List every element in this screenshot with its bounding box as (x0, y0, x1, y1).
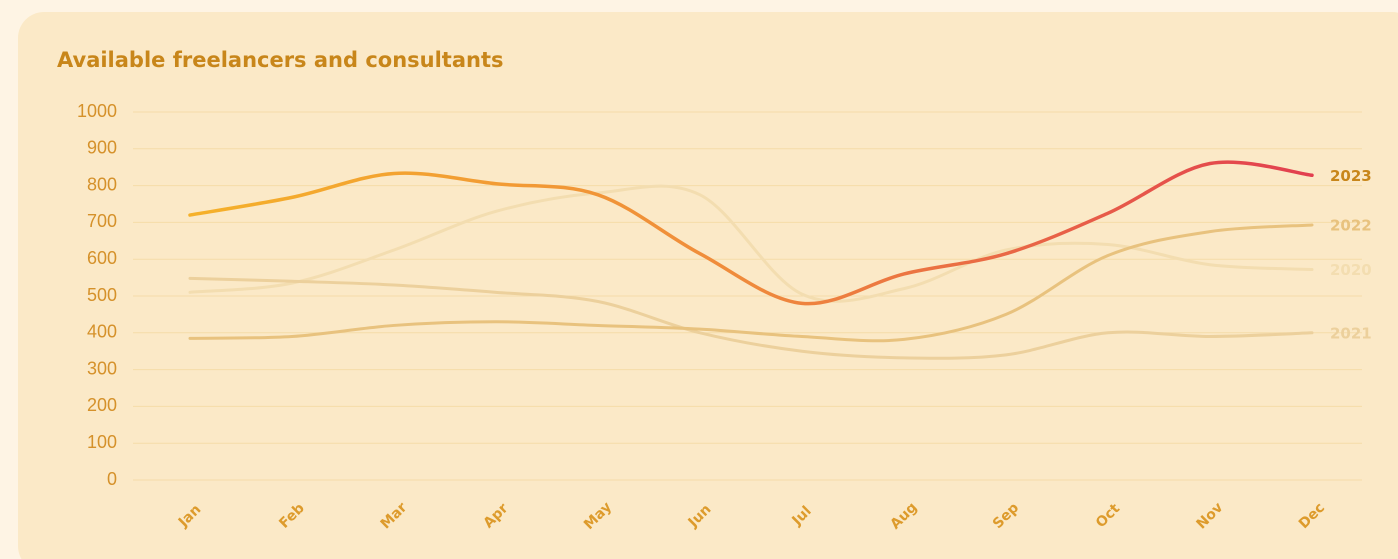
y-tick-label: 100 (87, 432, 117, 452)
series-label: 2023 (1330, 167, 1372, 185)
y-tick-label: 0 (107, 469, 117, 489)
y-tick-label: 700 (87, 211, 117, 231)
y-tick-label: 300 (87, 358, 117, 378)
y-tick-label: 800 (87, 174, 117, 194)
y-tick-label: 600 (87, 248, 117, 268)
series-label: 2020 (1330, 261, 1372, 279)
series-line (188, 223, 1314, 343)
y-tick-label: 900 (87, 138, 117, 158)
card (18, 12, 1398, 559)
series-label: 2022 (1330, 216, 1372, 234)
y-tick-label: 500 (87, 285, 117, 305)
series-line (188, 160, 1314, 306)
series-line (188, 276, 1314, 360)
chart-title: Available freelancers and consultants (57, 48, 504, 72)
series-line (188, 184, 1314, 303)
y-tick-label: 1000 (77, 101, 117, 121)
series-label: 2021 (1330, 324, 1372, 342)
y-tick-label: 200 (87, 395, 117, 415)
y-tick-label: 400 (87, 322, 117, 342)
